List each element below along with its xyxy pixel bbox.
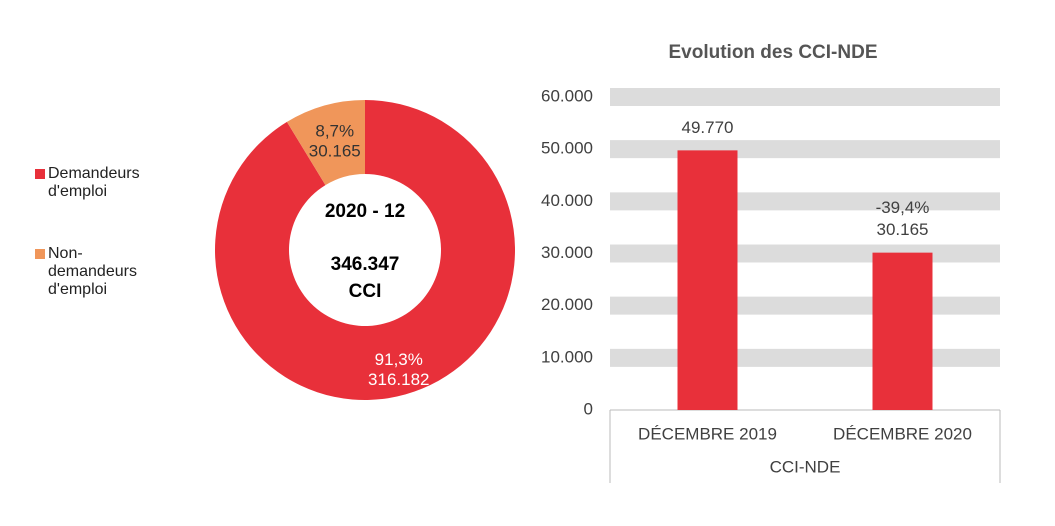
value-label: 49.770 [682, 118, 734, 137]
y-tick-label: 50.000 [541, 139, 593, 158]
chart-title: Evolution des CCI-NDE [668, 42, 877, 63]
legend-label: Demandeurs d'emploi [48, 165, 140, 200]
legend-swatch [35, 249, 45, 259]
y-tick-label: 10.000 [541, 347, 593, 366]
x-tick-label: DÉCEMBRE 2020 [833, 424, 972, 443]
center-text: 346.347 [331, 254, 400, 275]
value-label: 30.165 [309, 142, 361, 161]
bar [872, 252, 933, 410]
center-text: 2020 - 12 [325, 201, 405, 222]
group-label: CCI-NDE [770, 457, 841, 476]
y-tick-label: 20.000 [541, 295, 593, 314]
value-label: 316.182 [368, 370, 429, 389]
legend-label: Non-demandeurs d'emploi [48, 245, 137, 298]
y-tick-label: 40.000 [541, 191, 593, 210]
legend-item: Non-demandeurs d'emploi [35, 245, 165, 299]
y-tick-label: 60.000 [541, 86, 593, 105]
share-label: 91,3% [375, 350, 423, 369]
x-tick-label: DÉCEMBRE 2019 [638, 424, 777, 443]
y-tick-label: 30.000 [541, 243, 593, 262]
legend-swatch [35, 169, 45, 179]
value-label: 30.165 [877, 220, 929, 239]
annotation: -39,4% [876, 198, 930, 217]
bar [677, 150, 738, 410]
donut-slice [286, 100, 365, 186]
donut-slice [214, 100, 515, 401]
center-text: CCI [349, 281, 382, 302]
y-tick-label: 0 [584, 399, 593, 418]
share-label: 8,7% [315, 122, 354, 141]
legend-item: Demandeurs d'emploi [35, 165, 165, 201]
